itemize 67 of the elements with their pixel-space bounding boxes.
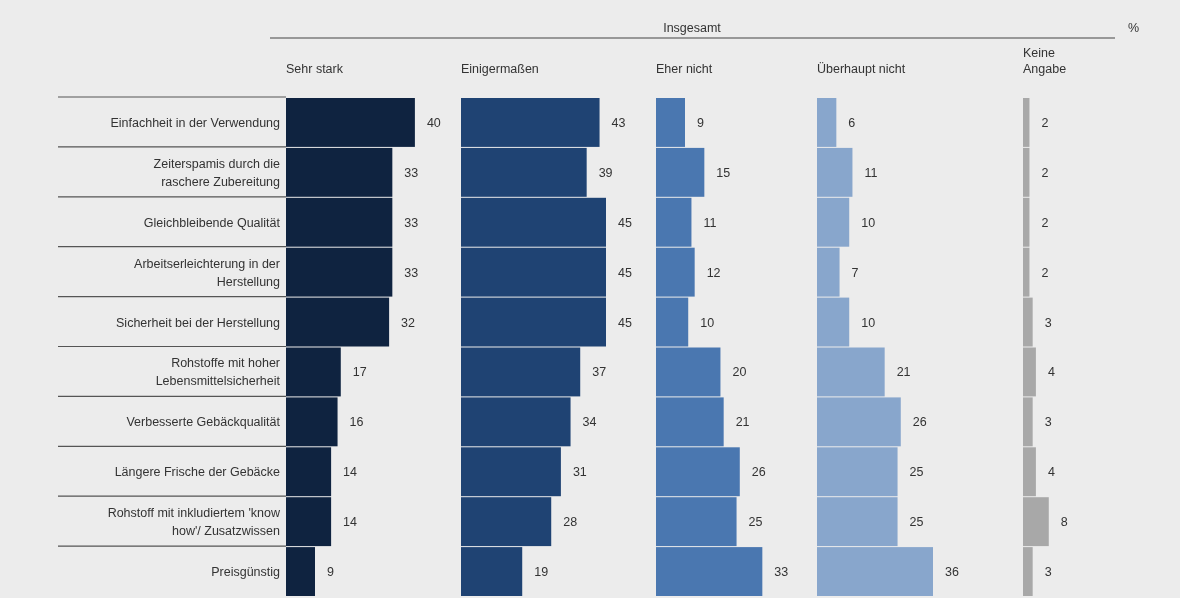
y-tick-label: Preisgünstig bbox=[211, 565, 281, 580]
y-tick-label: Rohstoffe mit hoher Lebensmittelsicherheit bbox=[155, 356, 281, 389]
data-label: 32 bbox=[401, 315, 416, 330]
data-label: 25 bbox=[909, 465, 924, 480]
data-label: 3 bbox=[1044, 415, 1052, 430]
y-tick-label: Gleichbleibende Qualität bbox=[143, 215, 281, 230]
y-tick-label: Verbesserte Gebäckqualität bbox=[126, 415, 281, 430]
data-label: 2 bbox=[1041, 265, 1049, 280]
data-label: 36 bbox=[945, 565, 959, 580]
data-label: 2 bbox=[1041, 115, 1049, 130]
data-label: 11 bbox=[703, 215, 717, 230]
data-label: 16 bbox=[349, 415, 364, 430]
data-label: 14 bbox=[343, 465, 358, 480]
data-label: 2 bbox=[1041, 215, 1049, 230]
data-label: 2 bbox=[1041, 165, 1049, 180]
data-label: 20 bbox=[732, 365, 747, 380]
data-label: 3 bbox=[1044, 315, 1052, 330]
data-label: 10 bbox=[861, 315, 876, 330]
chart-title: Sehr stark bbox=[286, 62, 344, 76]
data-label: 15 bbox=[716, 165, 731, 180]
data-label: 9 bbox=[697, 115, 704, 130]
data-label: 37 bbox=[592, 365, 607, 380]
chart-title: Einigermaßen bbox=[461, 62, 539, 76]
data-label: 28 bbox=[563, 515, 578, 530]
data-label: 25 bbox=[748, 515, 763, 530]
data-label: 33 bbox=[404, 165, 419, 180]
data-label: 8 bbox=[1060, 515, 1068, 530]
data-label: 33 bbox=[404, 265, 419, 280]
data-label: 12 bbox=[706, 265, 721, 280]
data-label: 26 bbox=[912, 415, 927, 430]
y-tick-label: Einfachheit in der Verwendung bbox=[110, 115, 281, 130]
data-label: 17 bbox=[352, 365, 367, 380]
y-tick-label: Arbeitserleichterung in der Herstellung bbox=[134, 256, 281, 289]
y-tick-label: Rohstoff mit inkludiertem 'know how'/ Zusatzwissen bbox=[107, 506, 281, 539]
data-label: 14 bbox=[343, 515, 358, 530]
data-label: 6 bbox=[848, 115, 856, 130]
y-tick-label: Sicherheit bei der Herstellung bbox=[116, 315, 281, 330]
text: % bbox=[1128, 21, 1140, 35]
data-label: 40 bbox=[426, 115, 441, 130]
y-tick-label: Zeiterspamis durch die raschere Zubereitung bbox=[153, 156, 281, 189]
data-label: 33 bbox=[404, 215, 419, 230]
chart-title: Eher nicht bbox=[656, 62, 713, 76]
data-label: 39 bbox=[598, 165, 613, 180]
y-tick-label: Längere Frische der Gebäcke bbox=[114, 465, 281, 480]
data-label: 33 bbox=[774, 565, 789, 580]
data-label: 7 bbox=[851, 265, 859, 280]
data-label: 4 bbox=[1047, 365, 1055, 380]
text: Insgesamt bbox=[663, 21, 722, 35]
data-label: 45 bbox=[618, 215, 632, 230]
data-label: 10 bbox=[700, 315, 715, 330]
data-label: 19 bbox=[534, 565, 549, 580]
data-label: 11 bbox=[864, 165, 878, 180]
data-label: 45 bbox=[618, 265, 632, 280]
data-label: 21 bbox=[896, 365, 911, 380]
data-label: 21 bbox=[735, 415, 750, 430]
data-label: 34 bbox=[582, 415, 597, 430]
data-label: 26 bbox=[751, 465, 766, 480]
data-label: 31 bbox=[572, 465, 587, 480]
data-label: 45 bbox=[618, 315, 632, 330]
data-label: 9 bbox=[327, 565, 334, 580]
chart-title: Keine Angabe bbox=[1023, 46, 1067, 76]
data-label: 25 bbox=[909, 515, 924, 530]
chart-title: Überhaupt nicht bbox=[817, 62, 906, 76]
data-label: 10 bbox=[861, 215, 876, 230]
data-label: 4 bbox=[1047, 465, 1055, 480]
data-label: 43 bbox=[611, 115, 626, 130]
data-label: 3 bbox=[1044, 565, 1052, 580]
